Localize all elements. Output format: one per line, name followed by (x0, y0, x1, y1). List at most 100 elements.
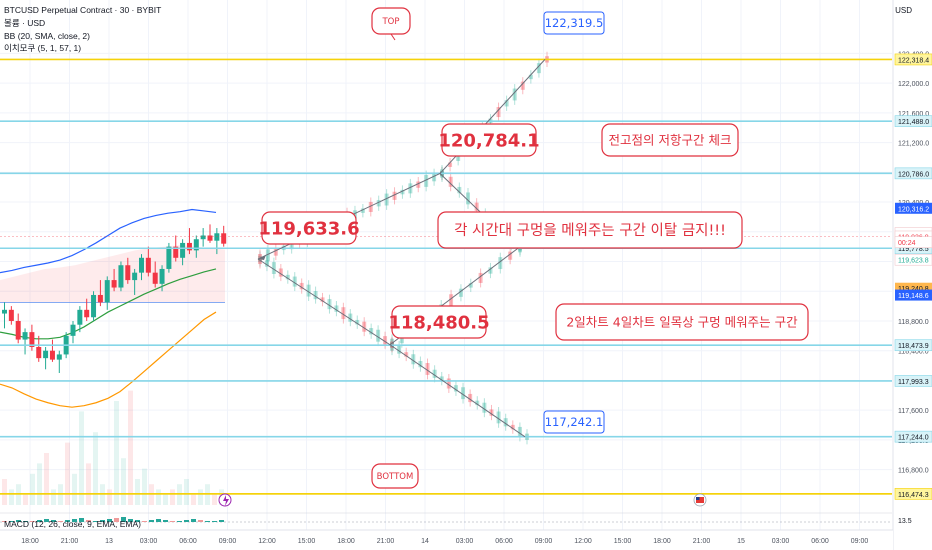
projected-body (313, 291, 318, 300)
price-badge-text: 117,244.0 (898, 435, 929, 442)
x-tick-label: 15:00 (298, 538, 316, 545)
volume-bar (156, 489, 161, 505)
price-badge-text: 00:24 (898, 240, 916, 247)
projected-body (475, 400, 480, 406)
x-tick-label: 21:00 (693, 538, 711, 545)
candle-body (8, 309, 14, 321)
projected-candle (489, 404, 494, 421)
price-badge: 117,244.0 (894, 430, 932, 443)
projected-candle (362, 317, 367, 337)
volume-bars (2, 390, 224, 505)
candle (180, 239, 186, 266)
volume-bar (65, 442, 70, 505)
projected-candle (416, 177, 421, 193)
projected-candle (520, 77, 525, 95)
volume-bar (23, 494, 28, 505)
macd-value: 13.5 (898, 518, 912, 525)
projected-candle (376, 325, 381, 347)
projected-body (503, 418, 508, 427)
projected-candle (482, 398, 487, 418)
projected-candle (384, 189, 389, 210)
volume-bar (184, 479, 189, 505)
ichimoku-legend: 이치모쿠 (5, 1, 57, 1) (4, 43, 82, 53)
macd-bar (121, 517, 126, 522)
projected-body (299, 282, 304, 290)
note-resistance-box (601, 123, 739, 157)
price-badge-bg (894, 488, 932, 500)
macd-bar (114, 518, 119, 522)
price-badge-text: 122,318.4 (898, 57, 929, 64)
x-tick-label: 18:00 (337, 538, 355, 545)
symbol-title: BTCUSD Perpetual Contract · 30 · BYBIT (4, 5, 162, 15)
projected-body (536, 63, 541, 74)
projected-body (496, 411, 501, 424)
price-badge: 119,623.8 (894, 253, 932, 266)
candle-body (145, 257, 151, 273)
projected-body (448, 162, 453, 167)
x-tick-label: 13 (105, 538, 113, 545)
price-label-mid-low: 118,480.5 (388, 305, 490, 339)
volume-bar (9, 489, 14, 505)
projected-body (453, 385, 458, 392)
x-tick-label: 15 (737, 538, 745, 545)
candle (104, 276, 110, 310)
candle (207, 224, 213, 243)
bb-upper (0, 208, 217, 274)
candle (125, 257, 131, 284)
top-pointer (390, 33, 396, 41)
candle-body (166, 246, 172, 269)
projected-candle (432, 365, 437, 383)
candle (118, 261, 124, 292)
x-tick-label: 06:00 (811, 538, 829, 545)
time-axis-bg (0, 530, 893, 550)
x-tick-label: 18:00 (653, 538, 671, 545)
candle (15, 313, 21, 344)
macd-bar (30, 521, 35, 522)
projected-candle (478, 268, 483, 288)
price-badge-bg (894, 375, 932, 387)
bb-lower (0, 311, 217, 408)
us-flag-icon-stripes (696, 497, 704, 503)
projected-body (504, 100, 509, 107)
macd-bar (219, 520, 224, 522)
candle-body (125, 265, 131, 281)
projected-body (520, 81, 525, 90)
x-tick-label: 18:00 (21, 538, 39, 545)
volume-bar (121, 458, 126, 505)
price-label-top: 122,319.5 (543, 11, 605, 35)
volume-bar (30, 473, 35, 505)
projected-candle (264, 255, 269, 272)
note-no-break: 각 시간대 구멍을 메워주는 구간 이탈 금지!!! (437, 211, 743, 249)
time-axis: 18:00 21:00 13 03:00 06:00 09:00 12:00 15:00 18:… (0, 529, 893, 550)
projected-candle (306, 280, 311, 302)
x-tick-label: 12:00 (574, 538, 592, 545)
price-badge-bg (894, 53, 932, 66)
macd-bar (72, 519, 77, 522)
projected-body (306, 284, 311, 297)
candlesticks (2, 224, 227, 374)
candle-body (173, 246, 179, 258)
projected-candle (461, 382, 466, 404)
projected-candle (446, 374, 451, 393)
projected-body (327, 299, 332, 310)
projected-body (468, 283, 473, 288)
note-resistance: 전고점의 저항구간 체크 (601, 123, 739, 157)
projected-body (432, 369, 437, 378)
price-badge-bg (894, 167, 932, 180)
candle (186, 228, 192, 255)
projected-body (416, 181, 421, 188)
macd-bar (142, 521, 147, 522)
projected-body (457, 186, 462, 194)
projected-body (439, 376, 444, 381)
projected-candle (496, 102, 501, 122)
candle-body (15, 320, 21, 340)
macd-bar (163, 520, 168, 522)
volume-bar (93, 432, 98, 505)
annotations: TOP BOTTOM 전고점의 저항구간 체크각 시간대 구멍을 메워주는 구간 이… (218, 7, 809, 507)
projected-candle (313, 286, 318, 304)
note-no-break-box (437, 211, 743, 249)
projected-candle (512, 84, 517, 105)
macd-bar (37, 520, 42, 522)
projected-body (449, 294, 454, 307)
